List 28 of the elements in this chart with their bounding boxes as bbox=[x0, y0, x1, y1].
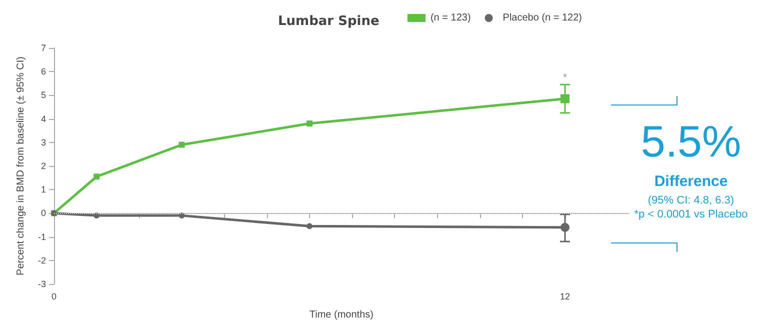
text: Difference bbox=[654, 173, 728, 190]
annotation: * bbox=[562, 72, 568, 84]
point bbox=[94, 212, 100, 219]
y-tick-label: 4 bbox=[40, 114, 46, 124]
y-tick-label: 5 bbox=[40, 90, 46, 100]
y-tick-label: -2 bbox=[38, 255, 46, 266]
y-tick-label: 3 bbox=[40, 137, 46, 148]
text: (95% CI: 4.8, 6.3) bbox=[648, 194, 734, 206]
legend-label: (n = 123) bbox=[430, 12, 471, 24]
x-tick-label: 12 bbox=[560, 292, 570, 302]
chart-title: Lumbar Spine bbox=[278, 14, 380, 29]
y-tick-label: 2 bbox=[40, 161, 46, 171]
y-tick-label: 7 bbox=[40, 43, 46, 53]
y-tick-label: 1 bbox=[40, 184, 46, 195]
y-tick-label: 0 bbox=[40, 208, 46, 218]
x-axis-title: Time (months) bbox=[309, 310, 374, 320]
point bbox=[94, 174, 100, 180]
legend-label: Placebo (n = 122) bbox=[502, 12, 582, 24]
text: 5.5% bbox=[640, 118, 742, 166]
point bbox=[306, 223, 312, 230]
y-tick-label: -3 bbox=[38, 279, 46, 289]
y-tick-label: 6 bbox=[40, 66, 46, 77]
point bbox=[178, 142, 185, 148]
y-tick-label: -1 bbox=[38, 232, 46, 242]
y-axis-title: Percent change in BMD from baseline (± 95% CI) bbox=[16, 56, 26, 276]
text: *p < 0.0001 vs Placebo bbox=[634, 208, 748, 220]
point bbox=[306, 120, 312, 127]
point bbox=[178, 212, 185, 219]
